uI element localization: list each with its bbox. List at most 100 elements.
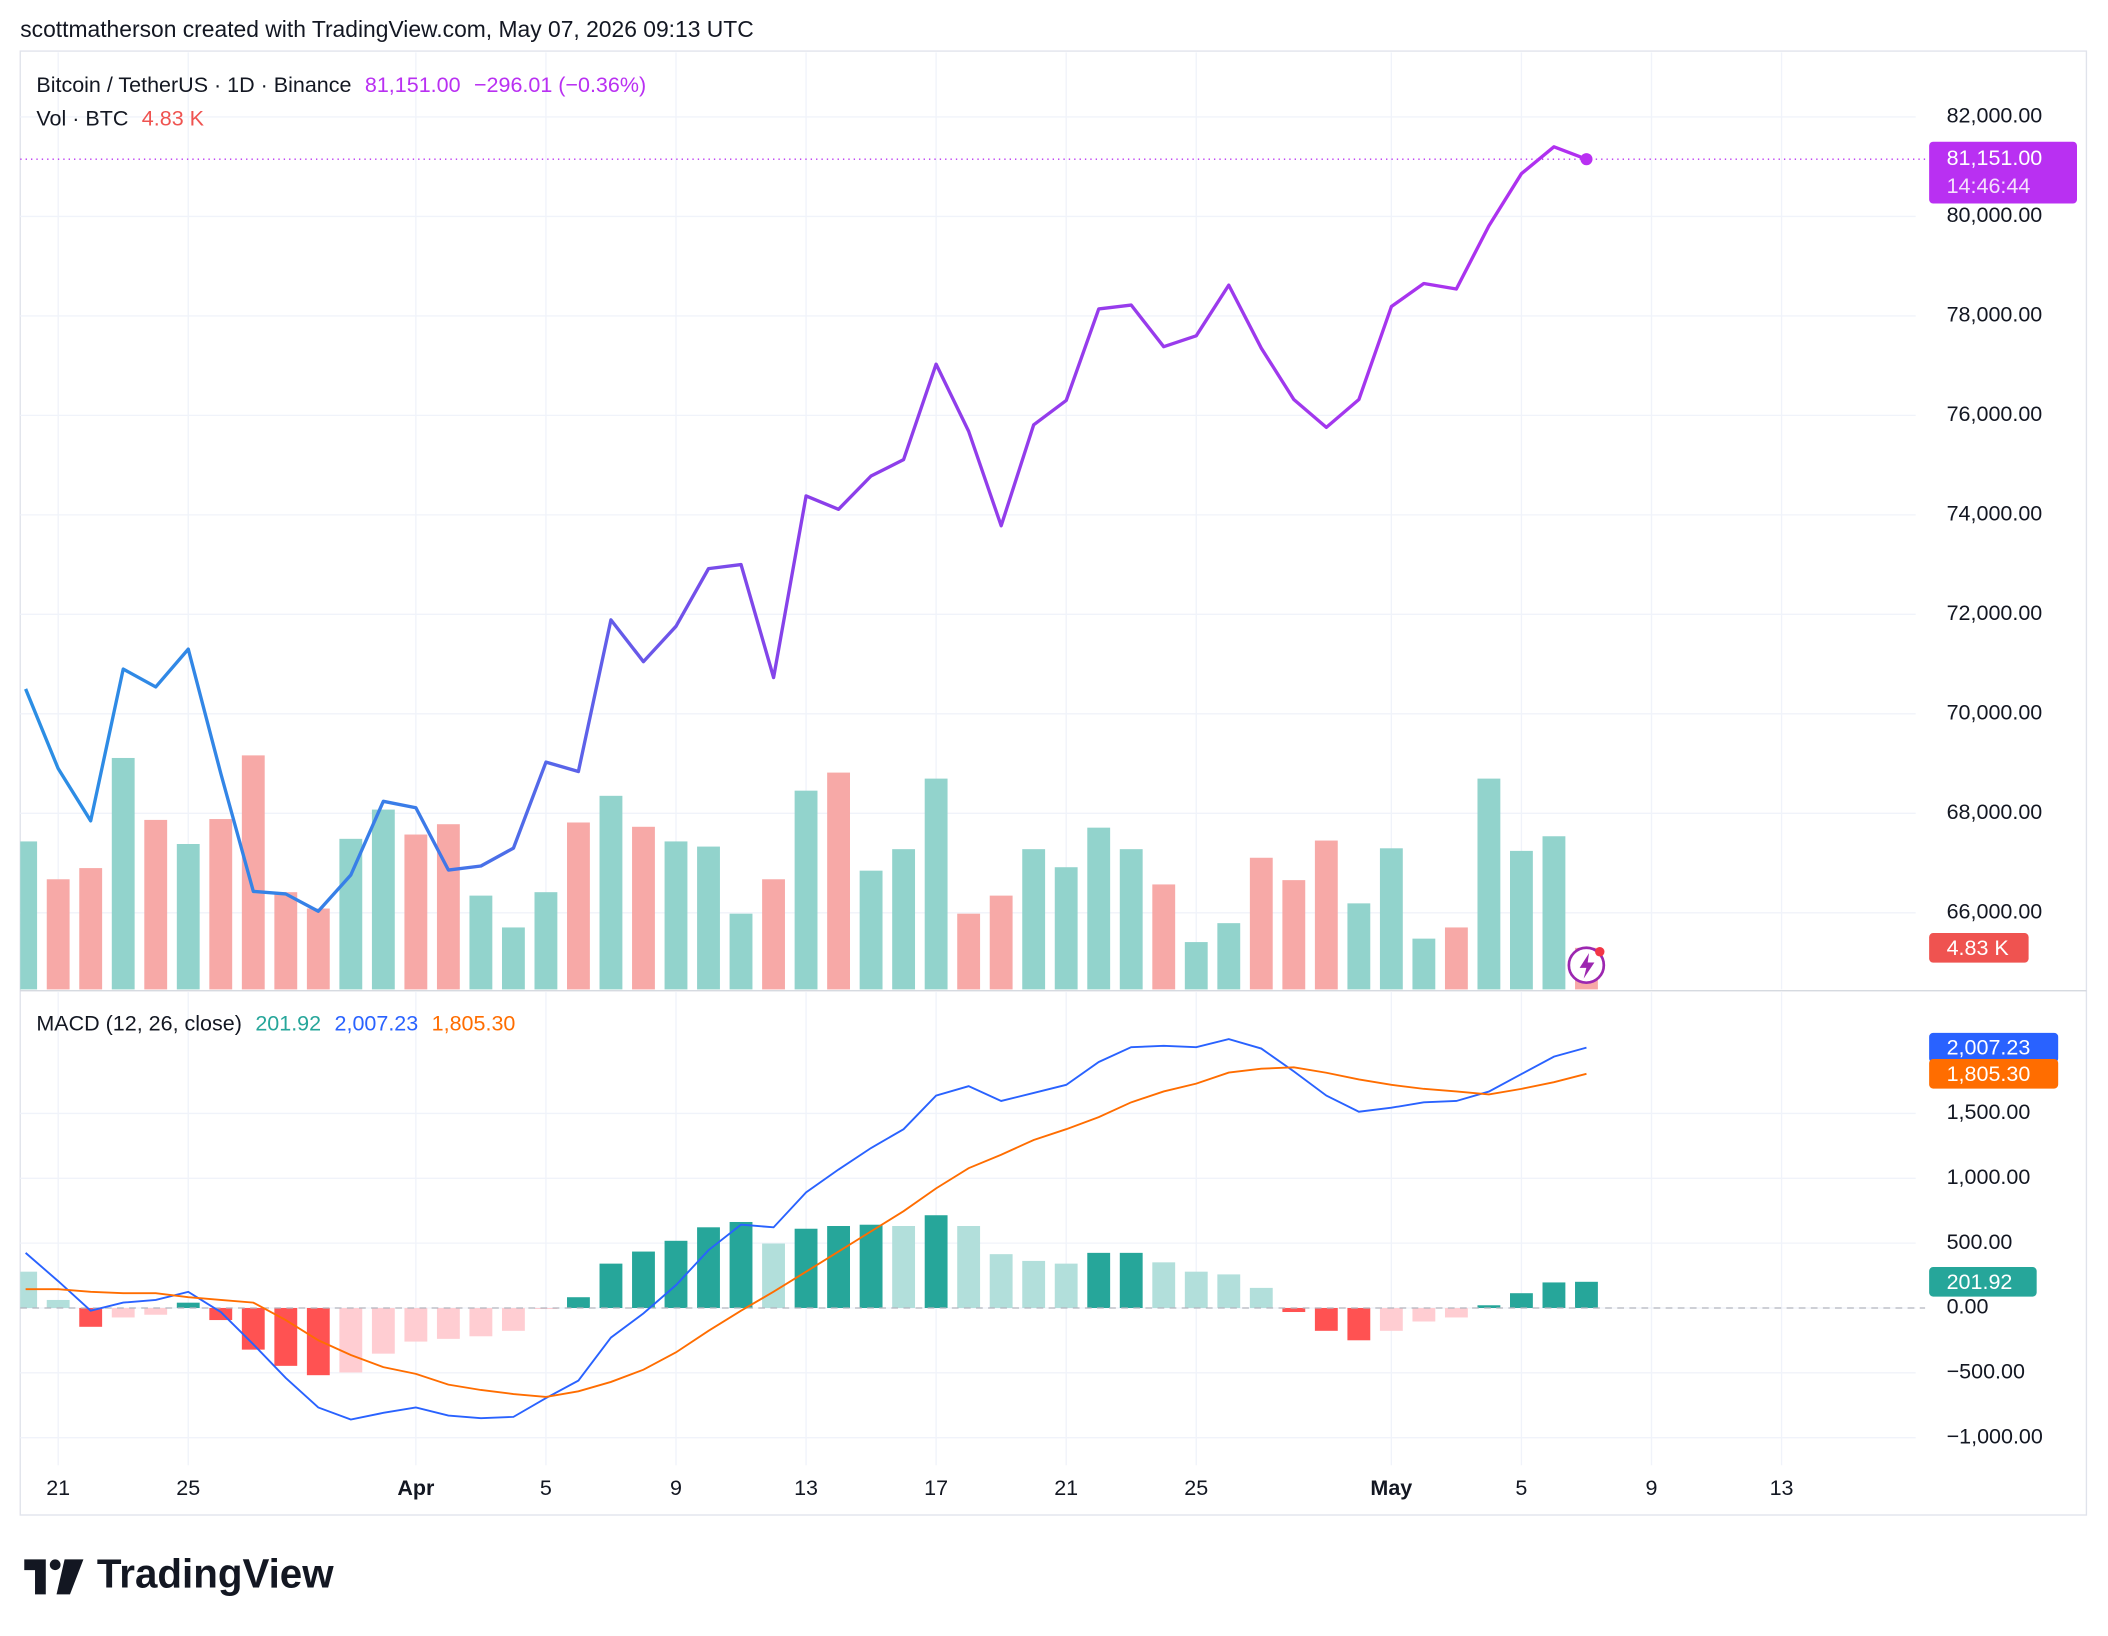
macd-histogram-bar bbox=[989, 1254, 1013, 1308]
macd-histogram-bar bbox=[1509, 1293, 1533, 1308]
macd-histogram-bar bbox=[1575, 1281, 1598, 1308]
last-price-dot bbox=[1580, 153, 1593, 166]
volume-bar bbox=[1249, 857, 1273, 990]
macd-histogram-bar bbox=[599, 1263, 623, 1308]
volume-bar bbox=[1119, 849, 1143, 990]
macd-histogram-bar bbox=[1119, 1252, 1143, 1308]
y-tick-label: 72,000.00 bbox=[1947, 601, 2043, 625]
macd-histogram-bar bbox=[1412, 1307, 1436, 1322]
price-tag-label: 81,151.00 bbox=[1947, 146, 2043, 170]
macd-histogram-bar bbox=[1217, 1274, 1241, 1308]
macd-histogram-bar bbox=[729, 1221, 753, 1308]
volume-bar bbox=[632, 826, 655, 990]
volume-bar bbox=[924, 778, 948, 990]
volume-bar bbox=[1347, 903, 1371, 990]
macd-histogram-bar bbox=[1087, 1252, 1111, 1308]
volume-bar bbox=[469, 895, 493, 990]
price-line bbox=[24, 145, 1588, 913]
y-tick-label: 0.00 bbox=[1947, 1295, 1989, 1319]
y-tick-label: 78,000.00 bbox=[1947, 303, 2043, 327]
macd-histogram-bar bbox=[176, 1302, 200, 1308]
attribution: scottmatherson created with TradingView.… bbox=[20, 16, 754, 42]
x-tick-label: 9 bbox=[1646, 1476, 1658, 1500]
macd-histogram-bar bbox=[371, 1307, 395, 1354]
macd-line bbox=[25, 1038, 1587, 1421]
macd-hist-last: 201.92 bbox=[255, 1011, 321, 1035]
macd-histogram-bar bbox=[111, 1307, 135, 1318]
volume-bar bbox=[892, 849, 916, 990]
alert-icon[interactable] bbox=[1567, 946, 1606, 985]
macd-histogram-bar bbox=[404, 1307, 428, 1342]
macd-histogram-bar bbox=[144, 1307, 168, 1315]
volume-bar bbox=[729, 913, 753, 990]
price-tag-countdown: 14:46:44 bbox=[1947, 174, 2031, 198]
macd-title: MACD (12, 26, close) bbox=[36, 1011, 242, 1035]
macd-histogram-bar bbox=[957, 1226, 981, 1308]
price-change: −296.01 (−0.36%) bbox=[474, 73, 646, 97]
volume-bar bbox=[989, 895, 1013, 990]
volume-bar bbox=[859, 870, 883, 990]
volume-bar bbox=[241, 755, 265, 990]
volume-bar bbox=[371, 809, 395, 990]
macd-histogram-bar bbox=[794, 1228, 818, 1308]
macd-histogram-bar bbox=[859, 1224, 883, 1308]
plot: 21 25 Apr 5 9 13 17 21 25 May 5 9 13 66,000.00 68,000.… bbox=[20, 52, 2078, 1500]
x-tick-label: 25 bbox=[1184, 1476, 1208, 1500]
macd-histogram-bar bbox=[501, 1307, 525, 1331]
volume-last: 4.83 K bbox=[142, 106, 205, 130]
macd-histogram-bar bbox=[924, 1215, 948, 1308]
macd-tag bbox=[1929, 1032, 2059, 1063]
y-tick-label: 1,500.00 bbox=[1947, 1100, 2031, 1124]
macd-line bbox=[25, 1066, 1587, 1398]
macd-histogram-bar bbox=[697, 1227, 720, 1308]
volume-bar bbox=[957, 913, 981, 990]
volume-bar bbox=[794, 790, 818, 990]
macd-histogram-bar bbox=[1542, 1282, 1566, 1308]
y-tick-label: 70,000.00 bbox=[1947, 701, 2043, 725]
price-title: Bitcoin / TetherUS · 1D · Binance bbox=[36, 73, 351, 97]
y-tick-label: 74,000.00 bbox=[1947, 502, 2043, 526]
macd-tag-label: 201.92 bbox=[1947, 1270, 2013, 1294]
volume-bar bbox=[144, 819, 168, 990]
macd-histogram-bar bbox=[79, 1307, 103, 1327]
macd-histogram-bar bbox=[469, 1307, 493, 1337]
logo-text: TradingView bbox=[97, 1551, 334, 1597]
volume-bar bbox=[501, 927, 525, 990]
volume-bar bbox=[827, 772, 851, 990]
chart-border bbox=[19, 50, 2088, 1516]
volume-bar bbox=[1184, 942, 1208, 990]
volume-bar bbox=[339, 838, 363, 990]
macd-histogram-bar bbox=[1347, 1307, 1371, 1341]
macd-histogram-bar bbox=[892, 1226, 916, 1308]
macd-histogram-bar bbox=[1054, 1263, 1078, 1308]
macd-histogram-bar bbox=[1249, 1287, 1273, 1308]
volume-bar bbox=[534, 892, 558, 990]
macd-histogram-bar bbox=[274, 1307, 298, 1366]
x-tick-label: 5 bbox=[1515, 1476, 1527, 1500]
volume-bar bbox=[79, 868, 103, 990]
price-tag bbox=[1929, 141, 2078, 204]
macd-histogram-bar bbox=[1184, 1271, 1208, 1308]
volume-bar bbox=[46, 879, 70, 990]
macd-line-last: 2,007.23 bbox=[335, 1011, 419, 1035]
macd-histogram-bar bbox=[1477, 1305, 1501, 1308]
volume-bar bbox=[567, 822, 590, 990]
macd-tag-label: 1,805.30 bbox=[1947, 1062, 2031, 1086]
y-tick-label: −500.00 bbox=[1947, 1360, 2025, 1384]
macd-histogram-bar bbox=[306, 1307, 330, 1376]
y-tick-label: 68,000.00 bbox=[1947, 800, 2043, 824]
volume-bar bbox=[1054, 867, 1078, 990]
volume-bar bbox=[1282, 880, 1306, 990]
x-tick-label: 13 bbox=[794, 1476, 818, 1500]
logo-mark bbox=[24, 1559, 84, 1595]
volume-bar bbox=[404, 834, 428, 990]
volume-bar bbox=[111, 757, 135, 990]
volume-bar bbox=[762, 879, 785, 990]
x-tick-label: 17 bbox=[924, 1476, 948, 1500]
macd-histogram-bar bbox=[632, 1251, 655, 1308]
volume-bar bbox=[1542, 836, 1566, 990]
volume-tag-label: 4.83 K bbox=[1947, 936, 2010, 960]
x-tick-label: 25 bbox=[176, 1476, 200, 1500]
